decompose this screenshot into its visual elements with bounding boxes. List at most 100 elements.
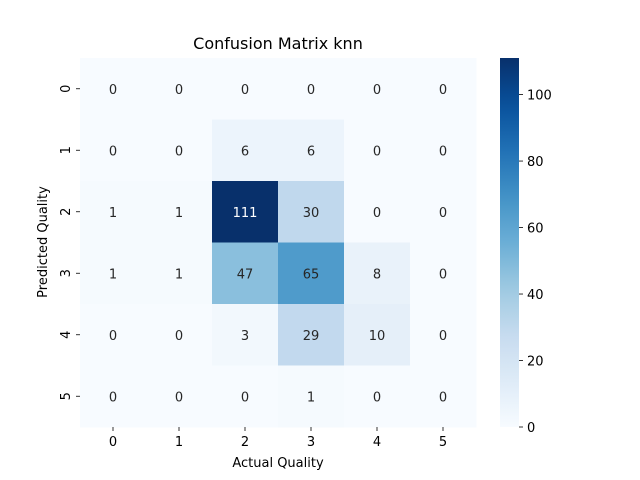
cell-value-label: 0 xyxy=(373,83,381,98)
heatmap-cell xyxy=(212,58,279,120)
heatmap-cell xyxy=(212,181,279,243)
heatmap-cell xyxy=(146,365,213,428)
heatmap-cell xyxy=(344,119,411,182)
heatmap-cell xyxy=(278,304,345,366)
heatmap-cell xyxy=(80,119,147,182)
colorbar-tick-label: 60 xyxy=(527,222,544,237)
heatmap-cell xyxy=(278,119,345,182)
colorbar-tick-label: 40 xyxy=(527,288,544,303)
cell-value-label: 0 xyxy=(307,83,315,98)
cell-value-label: 0 xyxy=(175,144,183,159)
y-tick-label: 0 xyxy=(59,85,74,93)
colorbar-gradient xyxy=(500,58,519,427)
x-tick-label: 1 xyxy=(175,435,183,450)
x-tick-label: 3 xyxy=(307,435,315,450)
heatmap-cell xyxy=(278,365,345,428)
cell-value-label: 6 xyxy=(241,144,249,159)
cell-value-label: 10 xyxy=(369,329,386,344)
colorbar-tick-label: 100 xyxy=(527,89,552,104)
heatmap-cell xyxy=(80,365,147,428)
cell-value-label: 0 xyxy=(175,329,183,344)
cell-value-label: 0 xyxy=(175,390,183,405)
y-tick-label: 1 xyxy=(59,146,74,154)
colorbar-tick-label: 0 xyxy=(527,421,535,436)
heatmap-cell xyxy=(212,242,279,305)
heatmap-cell xyxy=(344,304,411,366)
heatmap-cell xyxy=(80,58,147,120)
heatmap-cell xyxy=(344,365,411,428)
cell-value-label: 0 xyxy=(241,390,249,405)
heatmap-cell xyxy=(410,58,477,120)
heatmap-cell xyxy=(212,304,279,366)
cell-value-label: 8 xyxy=(373,267,381,282)
cell-value-label: 0 xyxy=(439,390,447,405)
cell-value-label: 0 xyxy=(109,83,117,98)
cell-value-label: 0 xyxy=(439,83,447,98)
y-tick-label: 4 xyxy=(59,331,74,339)
heatmap-cell xyxy=(146,181,213,243)
y-axis-label: Predicted Quality xyxy=(36,186,51,298)
x-axis-ticks: 0 1 2 3 4 5 xyxy=(109,427,447,450)
x-tick-label: 0 xyxy=(109,435,117,450)
x-tick-label: 2 xyxy=(241,435,249,450)
cell-value-label: 6 xyxy=(307,144,315,159)
heatmap-cell xyxy=(146,304,213,366)
heatmap-cell xyxy=(80,242,147,305)
cell-value-label: 0 xyxy=(109,390,117,405)
heatmap-cell xyxy=(278,242,345,305)
cell-value-label: 1 xyxy=(175,206,183,221)
heatmap-cell xyxy=(146,58,213,120)
heatmap-cell xyxy=(278,181,345,243)
cell-value-label: 1 xyxy=(175,267,183,282)
x-tick-label: 4 xyxy=(373,435,381,450)
cell-value-label: 1 xyxy=(307,390,315,405)
y-tick-label: 3 xyxy=(59,269,74,277)
heatmap-cell xyxy=(410,304,477,366)
cell-value-label: 0 xyxy=(109,144,117,159)
heatmap-cell xyxy=(344,181,411,243)
heatmap-cell xyxy=(410,119,477,182)
cell-value-label: 29 xyxy=(303,329,320,344)
heatmap-cell xyxy=(410,365,477,428)
heatmap-cell xyxy=(278,58,345,120)
heatmap-cell xyxy=(344,58,411,120)
heatmap-cell xyxy=(344,242,411,305)
cell-value-label: 30 xyxy=(303,206,320,221)
heatmap-cells xyxy=(80,58,477,428)
cell-value-label: 0 xyxy=(373,390,381,405)
cell-value-label: 0 xyxy=(109,329,117,344)
heatmap-cell xyxy=(80,304,147,366)
cell-value-label: 0 xyxy=(175,83,183,98)
colorbar: 0 20 40 60 80 100 xyxy=(500,58,552,436)
cell-labels: 0 0 0 0 0 00 0 6 6 0 01 1 111 30 0 01 1 47 65 8 00 0 3 29 10 00 0 0… xyxy=(109,83,447,406)
chart-title: Confusion Matrix knn xyxy=(193,34,363,53)
x-axis-label: Actual Quality xyxy=(232,456,324,471)
y-axis-ticks: 0 1 2 3 4 5 xyxy=(59,85,80,400)
cell-value-label: 3 xyxy=(241,329,249,344)
cell-value-label: 65 xyxy=(303,267,320,282)
cell-value-label: 1 xyxy=(109,267,117,282)
heatmap-cell xyxy=(146,119,213,182)
cell-value-label: 1 xyxy=(109,206,117,221)
colorbar-tick-label: 80 xyxy=(527,155,544,170)
cell-value-label: 111 xyxy=(233,206,258,221)
cell-value-label: 0 xyxy=(373,144,381,159)
cell-value-label: 0 xyxy=(241,83,249,98)
heatmap-cell xyxy=(212,365,279,428)
heatmap-cell xyxy=(410,181,477,243)
y-tick-label: 2 xyxy=(59,208,74,216)
y-tick-label: 5 xyxy=(59,392,74,400)
cell-value-label: 0 xyxy=(439,329,447,344)
cell-value-label: 0 xyxy=(439,144,447,159)
x-tick-label: 5 xyxy=(439,435,447,450)
heatmap-cell xyxy=(212,119,279,182)
heatmap-cell xyxy=(80,181,147,243)
cell-value-label: 0 xyxy=(439,206,447,221)
cell-value-label: 0 xyxy=(373,206,381,221)
heatmap-cell xyxy=(410,242,477,305)
colorbar-tick-label: 20 xyxy=(527,355,544,370)
heatmap-cell xyxy=(146,242,213,305)
cell-value-label: 0 xyxy=(439,267,447,282)
cell-value-label: 47 xyxy=(237,267,254,282)
